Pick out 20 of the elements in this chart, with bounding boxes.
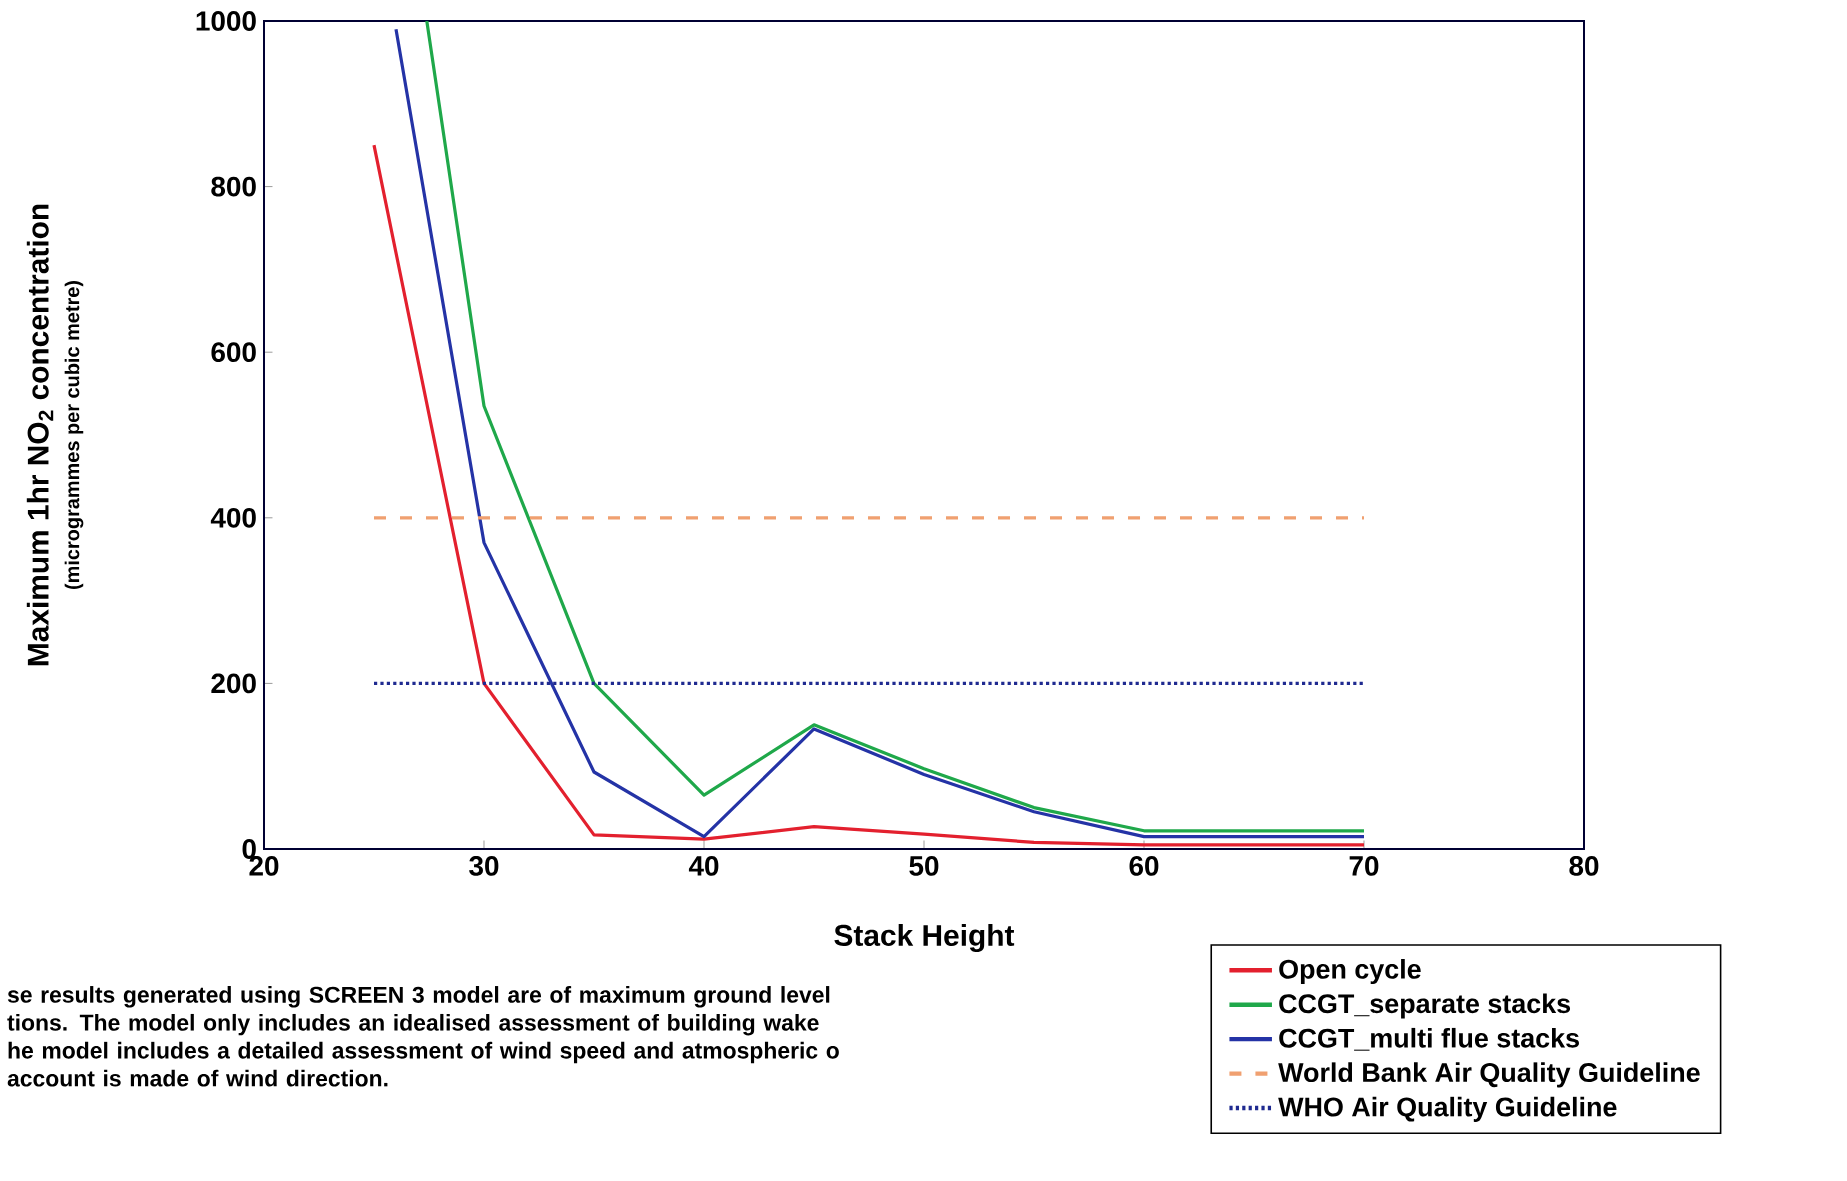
legend-label: Open cycle (1279, 959, 1421, 985)
y-tick-label: 800 (211, 176, 256, 197)
x-tick-label: 30 (469, 856, 499, 876)
y-axis-title: Maximum 1hr NO$_{2}$ concentration (26, 204, 54, 666)
y-tick-label: 400 (210, 507, 256, 528)
legend-label: CCGT_multi flue stacks (1279, 1027, 1579, 1051)
x-tick-label: 40 (688, 856, 719, 876)
text: se results generated using SCREEN 3 model are of maximum ground level tions. The model only includes an idealised assessment of building wake he model includes a detailed assessment of wind speed and atmospheric o account is made of wind direction. (7, 986, 839, 1087)
x-axis-title: Stack Height (834, 924, 1015, 953)
y-tick-label: 200 (211, 673, 256, 694)
legend-label: CCGT_separate stacks (1279, 993, 1571, 1019)
x-tick-label: 70 (1349, 856, 1379, 876)
x-tick-label: 60 (1129, 856, 1159, 876)
x-tick-label: 80 (1569, 856, 1599, 876)
y-tick-label: 600 (211, 342, 256, 363)
legend-label: WHO Air Quality Guideline (1278, 1096, 1617, 1122)
legend-label: World Bank Air Quality Guideline (1278, 1062, 1700, 1088)
text: (microgrammes per cubic metre) (64, 280, 84, 590)
y-tick-label: 1000 (196, 11, 256, 31)
x-tick-label: 50 (909, 856, 939, 876)
